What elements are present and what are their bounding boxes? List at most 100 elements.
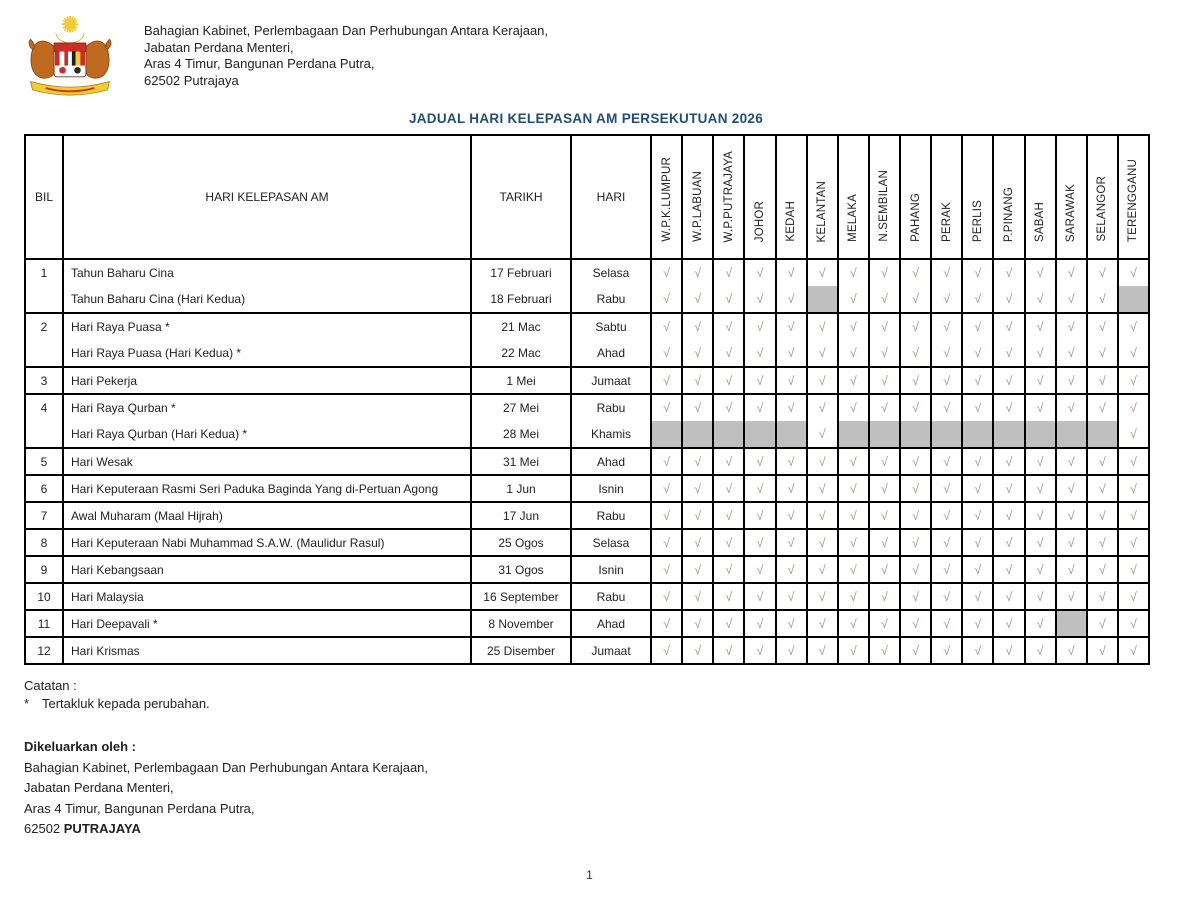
holiday-day-cell: Isnin	[570, 555, 651, 583]
check-mark-cell: √	[867, 286, 900, 313]
holiday-name-cell: Hari Malaysia	[62, 582, 471, 610]
check-mark-cell: √	[681, 393, 714, 421]
check-mark-cell: √	[1116, 609, 1149, 637]
check-mark-cell: √	[1116, 582, 1149, 610]
check-mark-cell: √	[1116, 393, 1149, 421]
check-mark-cell: √	[1116, 447, 1149, 475]
issued-line-1: Bahagian Kabinet, Perlembagaan Dan Perhu…	[24, 759, 429, 775]
check-mark-cell: √	[930, 393, 963, 421]
holiday-row: 5 Hari Wesak 31 Mei Ahad √ √ √ √ √ √ √ √ √ √ √ √ √ √ √ √	[24, 447, 1149, 475]
holiday-day-cell: Jumaat	[570, 636, 651, 664]
column-header-state-w-p-labuan: W.P.LABUAN	[681, 135, 714, 260]
check-mark-cell: √	[992, 636, 1025, 664]
shaded-cell-selangor	[1085, 421, 1118, 448]
check-mark-cell: √	[649, 393, 683, 421]
column-header-state-sabah: SABAH	[1023, 135, 1056, 260]
check-mark-cell: √	[836, 501, 869, 529]
check-mark-cell: √	[774, 501, 807, 529]
check-mark-cell: √	[836, 312, 869, 340]
shaded-cell-kelantan	[805, 286, 838, 313]
check-mark-cell: √	[898, 447, 932, 475]
shaded-cell-w-p-k-lumpur	[649, 421, 683, 448]
check-mark-cell: √	[930, 636, 963, 664]
check-mark-cell: √	[898, 528, 932, 556]
check-mark-cell: √	[961, 340, 994, 367]
holiday-name-cell: Hari Wesak	[62, 447, 471, 475]
bil-cell: 5	[24, 447, 63, 475]
holiday-day-cell: Khamis	[570, 421, 651, 448]
holiday-day-cell: Ahad	[570, 340, 651, 367]
state-label: PAHANG	[909, 193, 922, 242]
check-mark-cell: √	[1023, 340, 1056, 367]
malaysia-coat-of-arms-logo	[28, 15, 112, 96]
holiday-name-cell: Hari Keputeraan Rasmi Seri Paduka Bagind…	[62, 474, 471, 502]
check-mark-cell: √	[1023, 609, 1056, 637]
check-mark-cell: √	[898, 286, 932, 313]
check-mark-cell: √	[1023, 636, 1056, 664]
check-mark-cell: √	[867, 501, 900, 529]
column-header-state-terengganu: TERENGGANU	[1116, 135, 1149, 260]
holiday-row: 9 Hari Kebangsaan 31 Ogos Isnin √ √ √ √ √ √ √ √ √ √ √ √…	[24, 555, 1149, 583]
holiday-date-cell: 31 Ogos	[470, 555, 571, 583]
check-mark-cell: √	[743, 366, 776, 394]
check-mark-cell: √	[1085, 366, 1118, 394]
note-line: * Tertakluk kepada perubahan.	[24, 695, 1179, 713]
check-mark-cell: √	[1085, 528, 1118, 556]
check-mark-cell: √	[1085, 447, 1118, 475]
column-header-state-melaka: MELAKA	[836, 135, 869, 260]
check-mark-cell: √	[930, 474, 963, 502]
check-mark-cell: √	[836, 555, 869, 583]
holiday-day-cell: Isnin	[570, 474, 651, 502]
check-mark-cell: √	[836, 474, 869, 502]
check-mark-cell: √	[992, 555, 1025, 583]
check-mark-cell: √	[1085, 474, 1118, 502]
check-mark-cell: √	[992, 528, 1025, 556]
check-mark-cell: √	[712, 447, 745, 475]
check-mark-cell: √	[992, 312, 1025, 340]
document-title: JADUAL HARI KELEPASAN AM PERSEKUTUAN 202…	[408, 111, 764, 126]
holiday-table: BIL HARI KELEPASAN AM TARIKH HARI W.P.K.…	[24, 134, 1150, 665]
check-mark-cell: √	[1085, 555, 1118, 583]
issued-postcode: 62502	[24, 821, 64, 836]
check-mark-cell: √	[774, 258, 807, 286]
state-label: PERLIS	[971, 199, 984, 242]
check-mark-cell: √	[1116, 366, 1149, 394]
check-mark-cell: √	[930, 366, 963, 394]
check-mark-cell: √	[867, 312, 900, 340]
check-mark-cell: √	[961, 366, 994, 394]
check-mark-cell: √	[867, 555, 900, 583]
check-mark-cell: √	[836, 609, 869, 637]
bil-cell: 10	[24, 582, 63, 610]
column-header-state-p-pinang: P.PINANG	[992, 135, 1025, 260]
state-label: W.P.LABUAN	[691, 171, 704, 242]
check-mark-cell: √	[774, 609, 807, 637]
check-mark-cell: √	[836, 286, 869, 313]
check-mark-cell: √	[712, 501, 745, 529]
check-mark-cell: √	[867, 393, 900, 421]
holiday-row: 8 Hari Keputeraan Nabi Muhammad S.A.W. (M…	[24, 528, 1149, 556]
check-mark-cell: √	[805, 312, 838, 340]
holiday-row: 3 Hari Pekerja 1 Mei Jumaat √ √ √ √ √ √ √ √ √ √ √ √ √ √ √ √	[24, 366, 1149, 394]
check-mark-cell: √	[1116, 312, 1149, 340]
check-mark-cell: √	[1116, 474, 1149, 502]
check-mark-cell: √	[992, 474, 1025, 502]
check-mark-cell: √	[1023, 366, 1056, 394]
address-line-1: Bahagian Kabinet, Perlembagaan Dan Perhu…	[144, 23, 549, 38]
check-mark-cell: √	[774, 366, 807, 394]
state-label: W.P.PUTRAJAYA	[722, 150, 735, 242]
holiday-date-cell: 17 Februari	[470, 258, 571, 286]
check-mark-cell: √	[1054, 501, 1087, 529]
check-mark-cell: √	[836, 582, 869, 610]
check-mark-cell: √	[1054, 393, 1087, 421]
check-mark-cell: √	[743, 501, 776, 529]
column-header-state-w-p-k-lumpur: W.P.K.LUMPUR	[649, 135, 683, 260]
bil-cell: 2	[24, 312, 63, 367]
check-mark-cell: √	[1023, 528, 1056, 556]
holiday-day-cell: Rabu	[570, 582, 651, 610]
check-mark-cell: √	[805, 393, 838, 421]
check-mark-cell: √	[649, 258, 683, 286]
check-mark-cell: √	[805, 582, 838, 610]
state-label: KEDAH	[785, 201, 798, 242]
column-header-state-perlis: PERLIS	[961, 135, 994, 260]
letterhead: Bahagian Kabinet, Perlembagaan Dan Perhu…	[22, 14, 1179, 104]
